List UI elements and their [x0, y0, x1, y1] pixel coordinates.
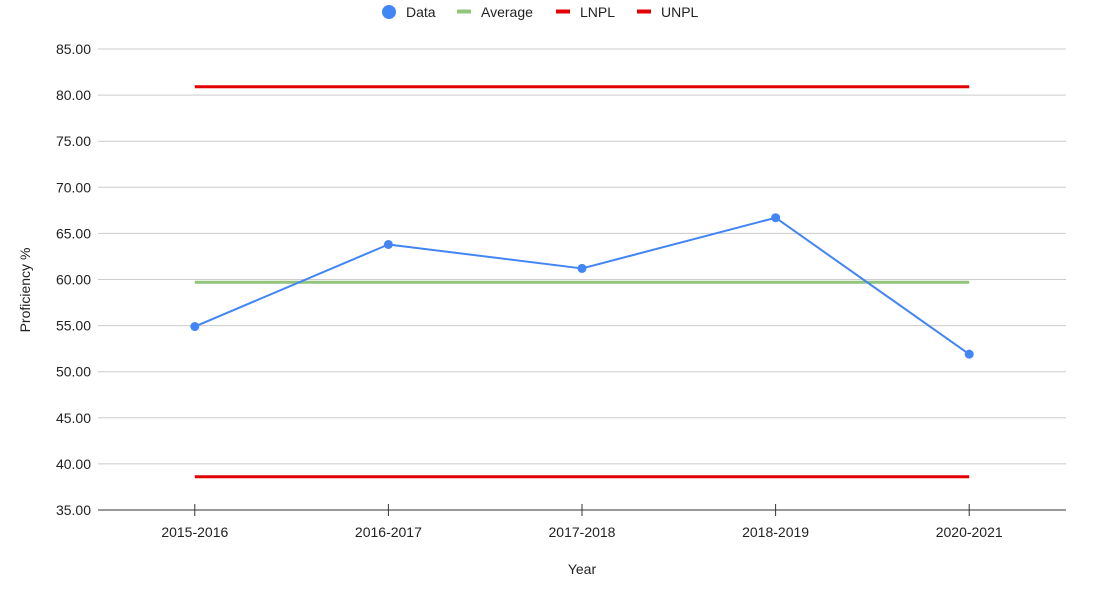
- legend-swatch-data: [382, 5, 396, 19]
- x-tick-label: 2017-2018: [549, 524, 616, 540]
- legend-swatch-lnpl: [556, 9, 570, 14]
- data-point: [771, 213, 781, 223]
- gridlines: [98, 48, 1066, 465]
- y-tick-label: 55.00: [56, 318, 91, 334]
- legend-swatch-average: [457, 9, 471, 14]
- legend: Data Average LNPL UNPL: [382, 4, 699, 20]
- y-axis-title: Proficiency %: [17, 248, 33, 333]
- y-tick-label: 45.00: [56, 410, 91, 426]
- x-tick-label: 2018-2019: [742, 524, 809, 540]
- y-tick-label: 60.00: [56, 272, 91, 288]
- x-tick-label: 2016-2017: [355, 524, 422, 540]
- y-tick-label: 70.00: [56, 179, 91, 195]
- x-tick-label: 2015-2016: [161, 524, 228, 540]
- y-tick-label: 40.00: [56, 456, 91, 472]
- legend-label-lnpl: LNPL: [580, 4, 615, 20]
- y-tick-label: 75.00: [56, 133, 91, 149]
- y-tick-label: 35.00: [56, 502, 91, 518]
- y-tick-label: 65.00: [56, 225, 91, 241]
- data-point: [190, 322, 200, 332]
- y-axis: 35.00 40.00 45.00 50.00 55.00 60.00 65.00 70.00…: [56, 41, 91, 518]
- y-tick-label: 80.00: [56, 87, 91, 103]
- legend-label-unpl: UNPL: [661, 4, 699, 20]
- data-point: [577, 263, 587, 273]
- data-point: [383, 239, 393, 249]
- legend-label-average: Average: [481, 4, 533, 20]
- y-tick-label: 85.00: [56, 41, 91, 57]
- y-tick-label: 50.00: [56, 364, 91, 380]
- series-group: [190, 85, 974, 479]
- legend-label-data: Data: [406, 4, 436, 20]
- legend-swatch-unpl: [637, 9, 651, 14]
- series-line-data: [194, 216, 970, 355]
- x-tick-label: 2020-2021: [936, 524, 1003, 540]
- x-axis-title: Year: [568, 561, 597, 577]
- data-point: [964, 349, 974, 359]
- x-axis: 2015-2016 2016-2017 2017-2018 2018-2019 2020…: [98, 504, 1066, 540]
